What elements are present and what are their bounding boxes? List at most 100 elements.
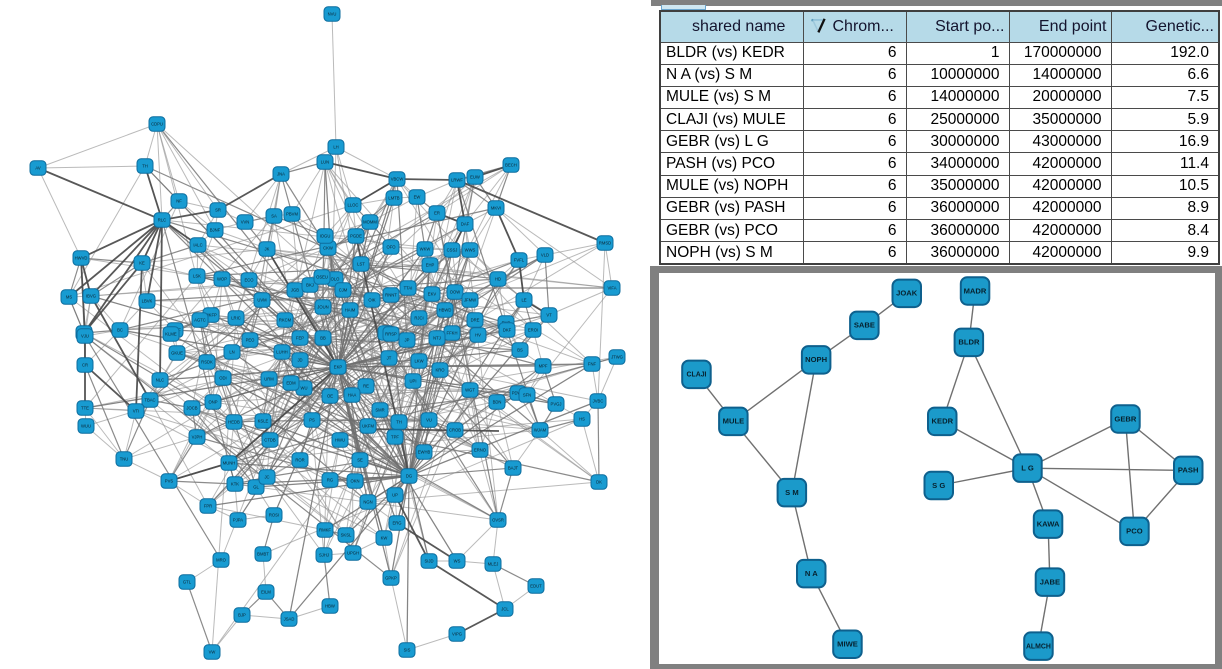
svg-text:MS: MS bbox=[66, 295, 72, 300]
svg-text:VJU: VJU bbox=[81, 334, 89, 339]
svg-text:MLEJ: MLEJ bbox=[488, 562, 499, 567]
svg-text:VIFA: VIFA bbox=[607, 286, 616, 291]
svg-text:ROSI: ROSI bbox=[269, 513, 279, 518]
svg-text:KE: KE bbox=[139, 261, 145, 266]
svg-text:EW: EW bbox=[414, 195, 421, 200]
svg-text:HWU: HWU bbox=[335, 438, 345, 443]
svg-text:SIS: SIS bbox=[404, 648, 411, 653]
svg-text:CR: CR bbox=[82, 363, 88, 368]
svg-text:URM: URM bbox=[264, 377, 274, 382]
svg-text:OFO: OFO bbox=[386, 245, 396, 250]
svg-text:OLO: OLO bbox=[331, 277, 341, 282]
svg-text:HAA: HAA bbox=[348, 393, 357, 398]
svg-text:AV: AV bbox=[35, 166, 40, 171]
svg-text:LRWF: LRWF bbox=[451, 178, 463, 183]
svg-text:LSK: LSK bbox=[193, 274, 201, 279]
svg-text:MOMM: MOMM bbox=[363, 220, 377, 225]
svg-text:HBW: HBW bbox=[325, 604, 335, 609]
svg-text:EKP: EKP bbox=[334, 365, 343, 370]
svg-text:SABE: SABE bbox=[854, 321, 875, 330]
svg-text:VTI: VTI bbox=[133, 409, 140, 414]
svg-text:HEDB: HEDB bbox=[228, 420, 240, 425]
svg-text:DK: DK bbox=[596, 480, 602, 485]
svg-text:GPKP: GPKP bbox=[385, 576, 397, 581]
svg-text:RMKF: RMKF bbox=[319, 528, 331, 533]
svg-text:RMSD: RMSD bbox=[599, 241, 611, 246]
svg-text:ODI: ODI bbox=[219, 376, 226, 381]
svg-text:NVU: NVU bbox=[328, 12, 337, 17]
svg-text:SIJD: SIJD bbox=[424, 559, 433, 564]
svg-text:WU: WU bbox=[301, 386, 308, 391]
svg-text:CDPU: CDPU bbox=[151, 122, 163, 127]
svg-text:NOPH: NOPH bbox=[805, 355, 827, 364]
svg-text:LRIC: LRIC bbox=[231, 316, 241, 321]
svg-text:HAIM: HAIM bbox=[345, 308, 356, 313]
svg-text:JT: JT bbox=[387, 356, 392, 361]
svg-text:KEDR: KEDR bbox=[932, 417, 954, 426]
svg-text:TH: TH bbox=[142, 164, 148, 169]
svg-text:DRE: DRE bbox=[471, 318, 480, 323]
svg-text:RNNT: RNNT bbox=[385, 293, 397, 298]
svg-text:PVGJ: PVGJ bbox=[551, 402, 562, 407]
svg-text:BMBT: BMBT bbox=[257, 552, 269, 557]
svg-text:PBVM: PBVM bbox=[286, 212, 298, 217]
svg-text:SJHJ: SJHJ bbox=[319, 553, 329, 558]
svg-text:JCL: JCL bbox=[501, 607, 509, 612]
svg-text:MIWE: MIWE bbox=[837, 640, 858, 649]
svg-text:HBWD: HBWD bbox=[439, 308, 452, 313]
svg-text:TTAI: TTAI bbox=[404, 286, 413, 291]
svg-text:N A: N A bbox=[805, 569, 818, 578]
svg-text:BJNF: BJNF bbox=[210, 228, 221, 233]
svg-text:ECO: ECO bbox=[244, 278, 254, 283]
svg-text:VIPG: VIPG bbox=[452, 632, 462, 637]
svg-text:LN: LN bbox=[229, 350, 234, 355]
svg-text:SE: SE bbox=[357, 458, 363, 463]
svg-text:DAF: DAF bbox=[461, 222, 470, 227]
svg-text:SR: SR bbox=[215, 208, 221, 213]
svg-text:JOAK: JOAK bbox=[896, 289, 918, 298]
svg-text:RJCI: RJCI bbox=[414, 316, 423, 321]
svg-text:VJPH: VJPH bbox=[192, 435, 203, 440]
svg-text:L G: L G bbox=[1021, 464, 1034, 473]
svg-text:S G: S G bbox=[932, 481, 945, 490]
svg-text:BB: BB bbox=[320, 336, 326, 341]
svg-text:VBCW: VBCW bbox=[391, 177, 404, 182]
svg-text:MULE: MULE bbox=[723, 417, 745, 426]
svg-text:S M: S M bbox=[785, 488, 799, 497]
svg-text:JOUN: JOUN bbox=[317, 305, 328, 310]
svg-text:SKSL: SKSL bbox=[341, 533, 352, 538]
svg-text:MRO: MRO bbox=[216, 558, 227, 563]
svg-text:BDN: BDN bbox=[493, 400, 502, 405]
svg-text:CLAJI: CLAJI bbox=[687, 372, 707, 379]
svg-text:HWVD: HWVD bbox=[75, 256, 88, 261]
svg-text:EHP: EHP bbox=[426, 263, 435, 268]
svg-text:JP: JP bbox=[405, 338, 410, 343]
svg-text:MKFP: MKFP bbox=[205, 313, 217, 318]
svg-text:WJAM: WJAM bbox=[534, 428, 547, 433]
svg-text:FPR: FPR bbox=[204, 504, 212, 509]
svg-text:NGN: NGN bbox=[363, 500, 372, 505]
svg-text:UPI: UPI bbox=[410, 379, 417, 384]
svg-text:BS: BS bbox=[517, 348, 523, 353]
svg-text:GEBR: GEBR bbox=[1114, 414, 1136, 423]
svg-text:SMR: SMR bbox=[375, 408, 384, 413]
svg-text:PGDE: PGDE bbox=[350, 234, 362, 239]
svg-text:JVBC: JVBC bbox=[593, 399, 604, 404]
svg-text:IOGU: IOGU bbox=[320, 234, 331, 239]
svg-text:AGTC: AGTC bbox=[194, 318, 206, 323]
svg-text:MKVI: MKVI bbox=[491, 206, 501, 211]
svg-text:RE: RE bbox=[363, 384, 369, 389]
svg-text:HD: HD bbox=[495, 277, 501, 282]
svg-text:IBVG: IBVG bbox=[86, 294, 96, 299]
svg-text:FEP: FEP bbox=[296, 336, 304, 341]
svg-text:CSSJ: CSSJ bbox=[447, 248, 458, 253]
svg-text:UP: UP bbox=[392, 493, 398, 498]
svg-text:WWS: WWS bbox=[465, 248, 476, 253]
svg-text:RRSP: RRSP bbox=[385, 332, 397, 337]
svg-text:WKW: WKW bbox=[420, 247, 431, 252]
svg-text:ONP: ONP bbox=[208, 400, 217, 405]
svg-text:KAWA: KAWA bbox=[1037, 519, 1060, 528]
svg-text:VVN: VVN bbox=[241, 220, 250, 225]
svg-text:LH: LH bbox=[333, 145, 338, 150]
svg-text:JD: JD bbox=[297, 358, 302, 363]
